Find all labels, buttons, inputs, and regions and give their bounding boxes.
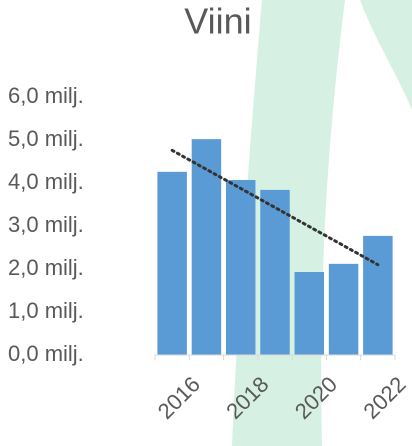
y-tick-label: 2,0 milj.	[8, 255, 84, 280]
chart-title: Viini	[184, 1, 251, 42]
y-tick-label: 5,0 milj.	[8, 126, 84, 151]
bar	[294, 272, 325, 355]
bar	[328, 263, 359, 355]
y-tick-label: 0,0 milj.	[8, 341, 84, 366]
y-tick-label: 4,0 milj.	[8, 169, 84, 194]
bar	[260, 189, 290, 355]
x-tick-label: 2022	[358, 372, 410, 424]
y-tick-label: 3,0 milj.	[8, 212, 84, 237]
y-tick-label: 1,0 milj.	[8, 298, 84, 323]
bar	[157, 171, 187, 355]
background-leaf-curve	[360, 0, 412, 110]
bar	[363, 235, 393, 355]
bar	[225, 179, 256, 355]
x-tick-label: 2016	[153, 372, 205, 424]
bar	[191, 139, 222, 355]
trend-line	[170, 148, 380, 267]
y-tick-label: 6,0 milj.	[8, 83, 84, 108]
